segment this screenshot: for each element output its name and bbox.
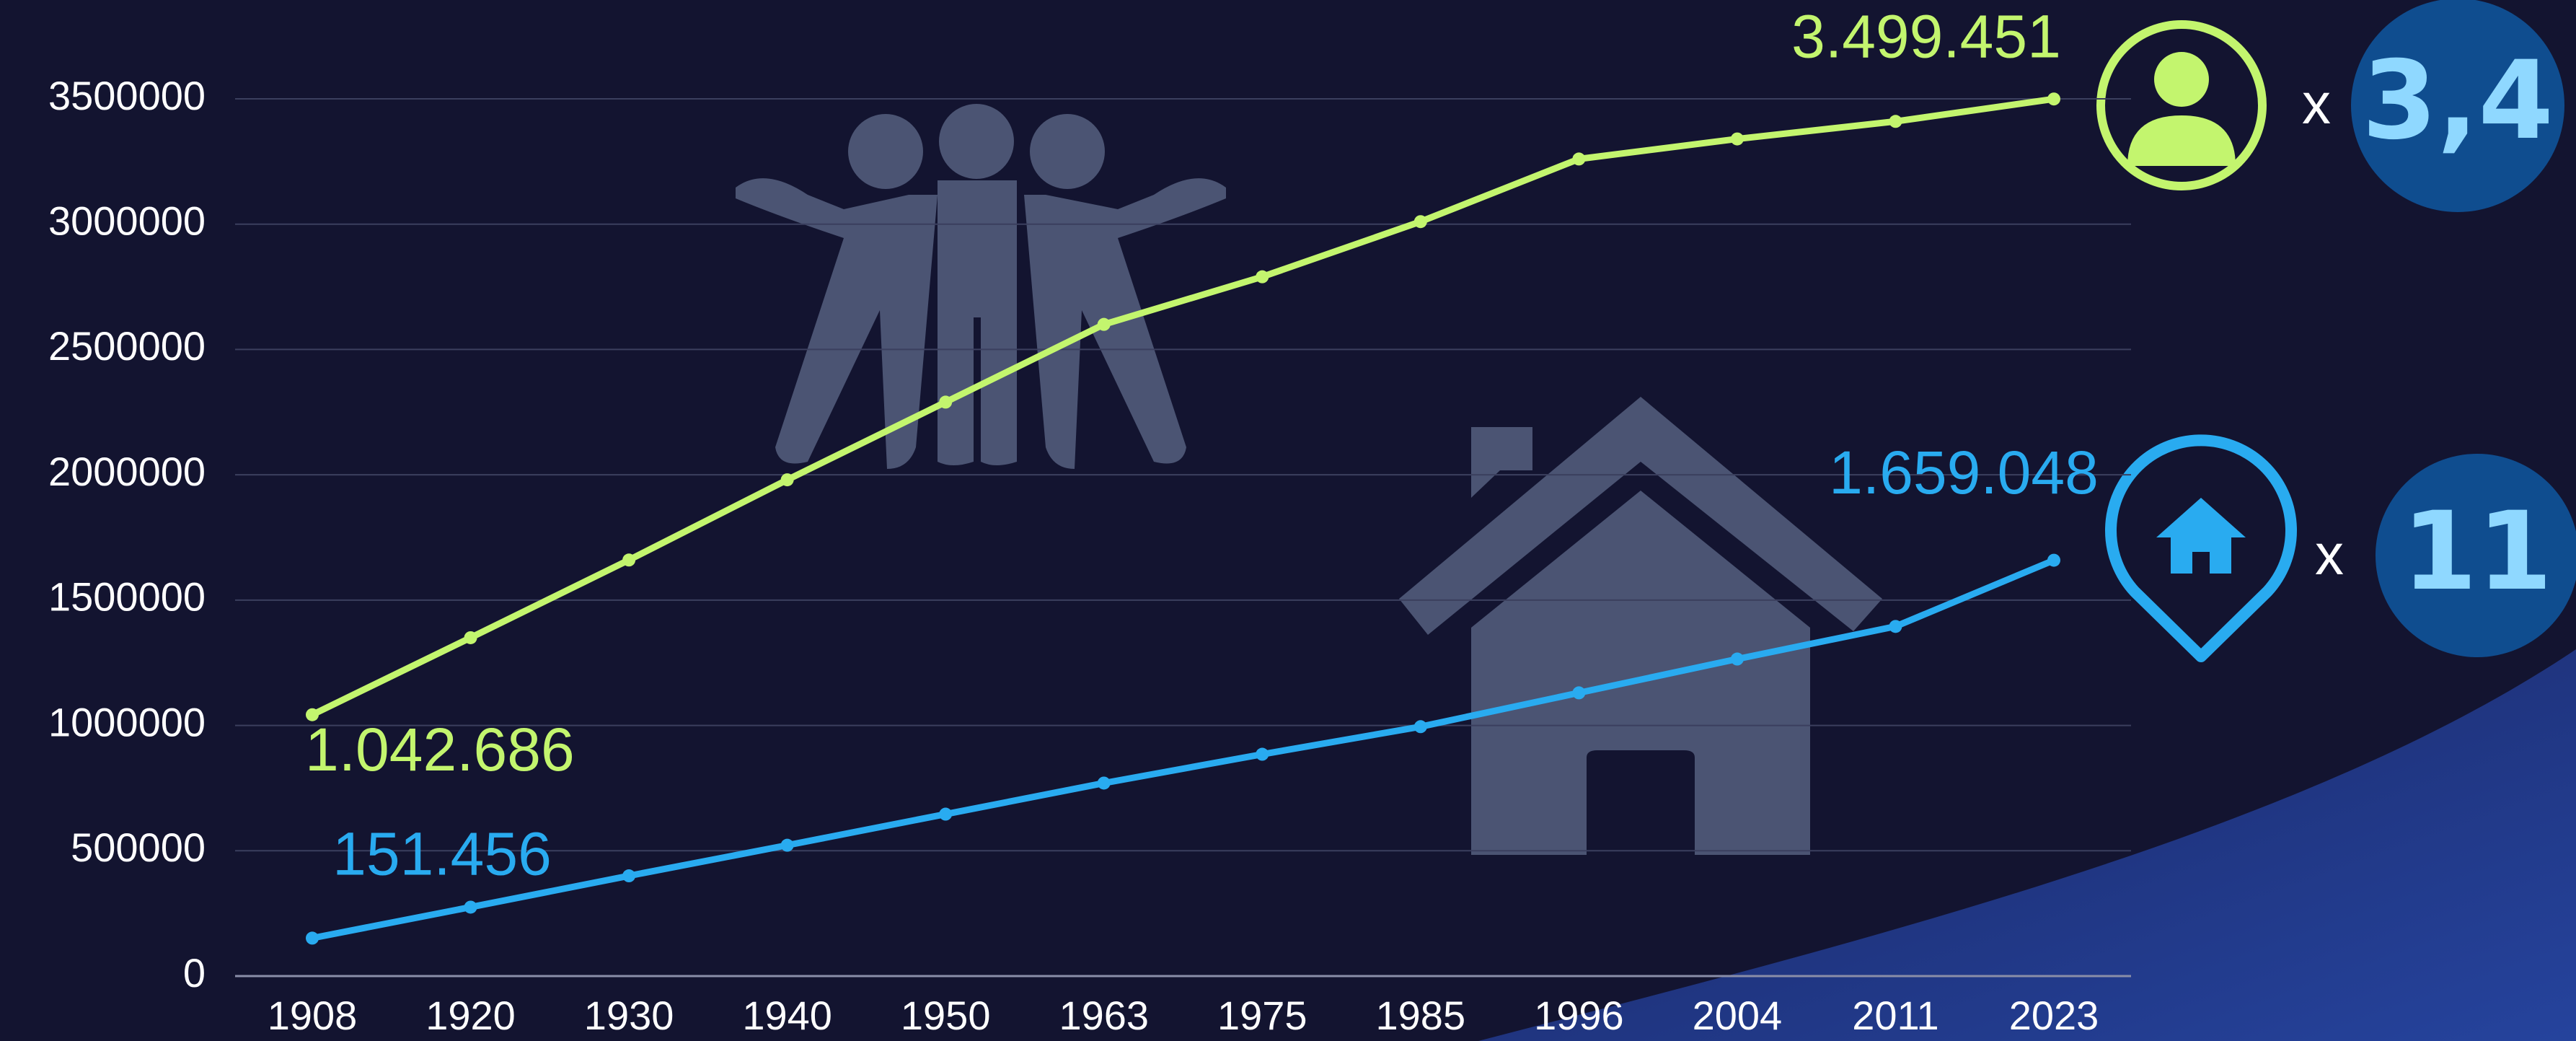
point <box>1889 115 1902 128</box>
point <box>1414 720 1427 733</box>
point <box>464 631 477 644</box>
value-label: 1.659.048 <box>1829 439 2099 506</box>
y-tick-label: 2500000 <box>48 323 206 369</box>
point <box>1572 152 1585 165</box>
x-tick-label: 1908 <box>268 993 358 1038</box>
point <box>464 900 477 913</box>
point <box>622 869 635 882</box>
x-tick-label: 1975 <box>1217 993 1307 1038</box>
badge-sign: x <box>2302 71 2331 136</box>
point <box>622 553 635 566</box>
badge-sign: x <box>2315 522 2344 587</box>
value-label: 3.499.451 <box>1791 2 2061 70</box>
chart: x 3,4 x 11 0 500000 1000000 1500000 2000000 2… <box>0 0 2576 1041</box>
point <box>939 808 952 821</box>
point <box>1572 686 1585 699</box>
point <box>1256 271 1269 284</box>
point <box>781 473 794 486</box>
value-label: 151.456 <box>332 820 552 888</box>
y-tick-label: 0 <box>183 950 206 996</box>
point <box>306 931 319 944</box>
point <box>1256 748 1269 761</box>
value-label: 1.042.686 <box>305 716 575 783</box>
x-tick-label: 1963 <box>1059 993 1149 1038</box>
y-tick-label: 1000000 <box>48 699 206 744</box>
x-tick-label: 1940 <box>742 993 832 1038</box>
point <box>1889 620 1902 633</box>
person-head <box>2154 52 2209 107</box>
point <box>1098 318 1111 331</box>
y-tick-label: 3500000 <box>48 73 206 118</box>
point <box>1731 133 1744 146</box>
x-tick-label: 1920 <box>425 993 516 1038</box>
point <box>1098 776 1111 789</box>
point <box>2047 92 2060 105</box>
point <box>1731 653 1744 666</box>
x-tick-label: 1950 <box>901 993 991 1038</box>
x-tick-label: 1985 <box>1376 993 1466 1038</box>
x-tick-label: 1930 <box>584 993 674 1038</box>
badge-value: 11 <box>2402 489 2553 615</box>
x-tick-label: 2023 <box>2009 993 2099 1038</box>
x-tick-label: 1996 <box>1534 993 1624 1038</box>
x-tick-label: 2011 <box>1852 993 1938 1038</box>
point <box>781 839 794 852</box>
y-tick-label: 3000000 <box>48 198 206 244</box>
point <box>2047 554 2060 567</box>
badge-value: 3,4 <box>2362 38 2554 164</box>
point <box>1414 215 1427 228</box>
y-tick-label: 1500000 <box>48 574 206 620</box>
y-tick-label: 2000000 <box>48 449 206 494</box>
point <box>939 395 952 408</box>
x-tick-label: 2004 <box>1693 993 1783 1038</box>
y-tick-label: 500000 <box>71 825 206 870</box>
